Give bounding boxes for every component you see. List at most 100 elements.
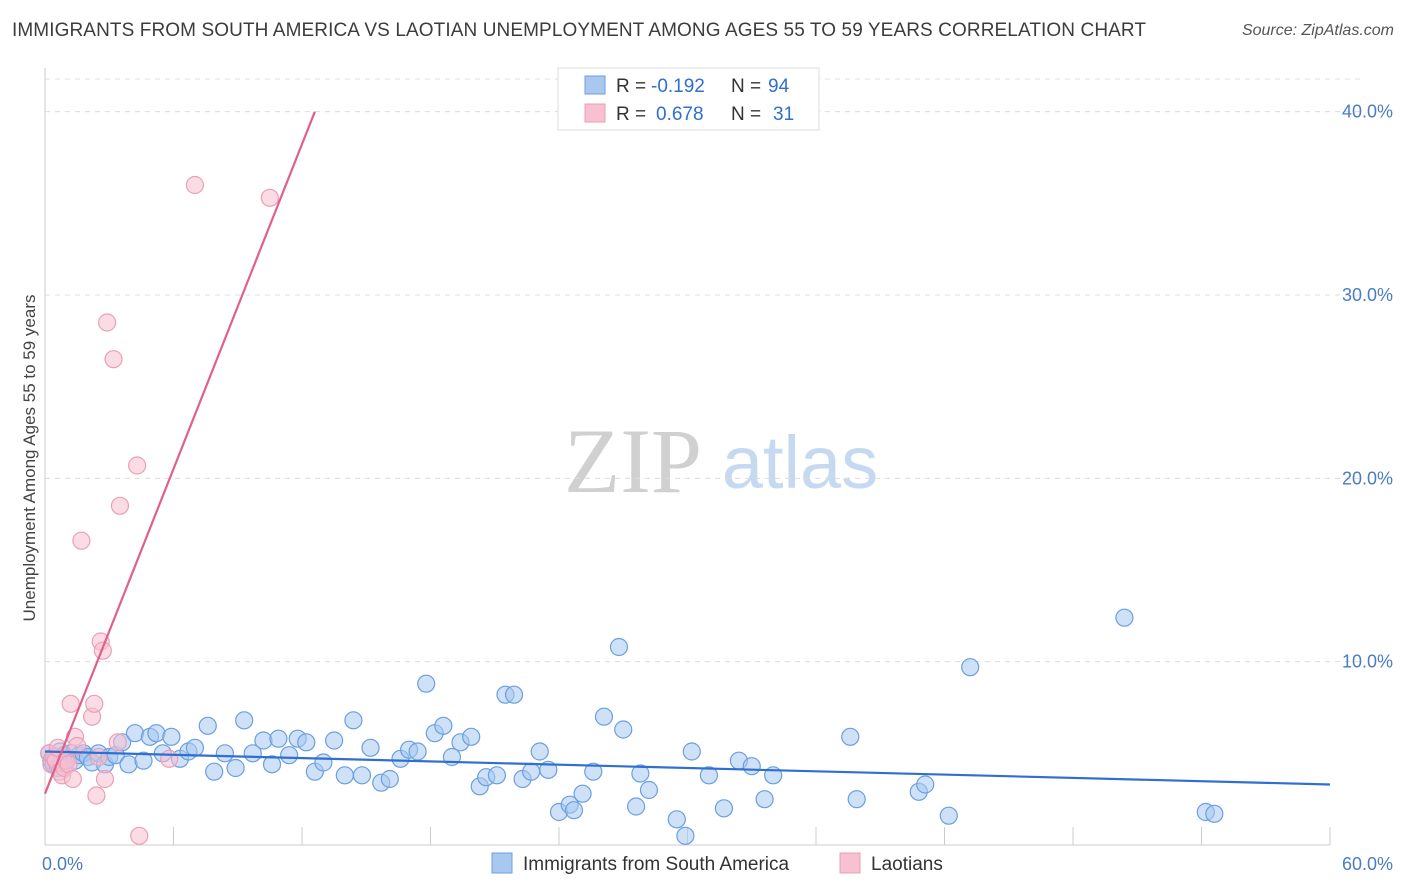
y-axis-title: Unemployment Among Ages 55 to 59 years xyxy=(20,295,39,622)
point-south-america xyxy=(125,724,145,743)
point-south-america xyxy=(530,742,549,761)
point-laotians xyxy=(160,749,179,768)
x-tick-label-min: 0.0% xyxy=(42,854,83,874)
y-tick-label: 20.0% xyxy=(1342,468,1393,488)
point-south-america xyxy=(408,742,427,761)
point-south-america xyxy=(594,707,614,726)
point-south-america xyxy=(631,764,650,783)
point-south-america xyxy=(614,720,633,739)
legend-swatch-laotians xyxy=(584,103,606,123)
trend-lines xyxy=(43,111,1331,795)
point-south-america xyxy=(626,797,646,816)
point-south-america xyxy=(344,711,363,730)
point-south-america xyxy=(847,790,866,809)
point-south-america xyxy=(714,799,734,818)
point-south-america xyxy=(280,746,299,765)
legend-r-label-2: R = xyxy=(616,104,646,125)
watermark-atlas: atlas xyxy=(722,421,878,504)
legend-n-label-1: N = xyxy=(731,76,761,97)
point-south-america xyxy=(269,729,288,748)
point-south-america xyxy=(162,727,181,746)
y-tick-label: 10.0% xyxy=(1342,652,1393,672)
legend-n-label-2: N = xyxy=(731,104,761,125)
point-south-america xyxy=(564,801,584,820)
point-south-america xyxy=(462,727,481,746)
point-laotians xyxy=(108,733,127,752)
point-south-america xyxy=(699,766,719,785)
point-south-america xyxy=(841,727,860,746)
point-south-america xyxy=(434,716,453,735)
point-south-america xyxy=(134,751,153,770)
bottom-legend-swatch-laotians xyxy=(839,852,861,874)
point-south-america xyxy=(335,766,354,785)
point-south-america xyxy=(254,731,273,750)
point-laotians xyxy=(104,350,123,369)
point-south-america xyxy=(215,744,234,763)
legend-r-value-1: -0.192 xyxy=(651,76,705,97)
point-south-america xyxy=(504,685,524,704)
point-south-america xyxy=(361,738,380,757)
point-laotians xyxy=(85,694,104,713)
point-south-america xyxy=(667,810,686,829)
point-south-america xyxy=(417,674,436,693)
point-south-america xyxy=(522,762,541,781)
x-tick-label-max: 60.0% xyxy=(1342,854,1393,874)
legend-r-value-2: 0.678 xyxy=(656,104,704,125)
point-south-america xyxy=(205,762,224,781)
point-laotians xyxy=(127,456,147,475)
chart-title: IMMIGRANTS FROM SOUTH AMERICA VS LAOTIAN… xyxy=(12,20,1147,41)
point-laotians xyxy=(89,747,108,767)
point-laotians xyxy=(98,313,117,332)
trend-line-south-america xyxy=(44,750,1331,786)
bottom-legend-label-south-america: Immigrants from South America xyxy=(523,854,790,875)
legend-n-value-2: 31 xyxy=(773,104,794,125)
trend-line-laotians xyxy=(43,111,316,795)
grid xyxy=(45,78,1365,663)
point-laotians xyxy=(130,826,149,845)
point-south-america xyxy=(119,755,138,774)
point-laotians xyxy=(61,694,80,713)
point-south-america xyxy=(314,753,333,772)
point-south-america xyxy=(1115,608,1134,627)
point-south-america xyxy=(584,762,603,781)
point-south-america xyxy=(325,731,344,750)
legend-swatch-south-america xyxy=(584,75,606,95)
point-south-america xyxy=(235,711,254,730)
watermark-zip: ZIP xyxy=(564,410,702,512)
bottom-legend-label-laotians: Laotians xyxy=(871,854,943,875)
point-laotians xyxy=(110,496,130,515)
bottom-legend-swatch-south-america xyxy=(491,852,513,874)
point-south-america xyxy=(262,755,282,774)
point-laotians xyxy=(72,531,91,550)
point-south-america xyxy=(742,757,761,776)
point-south-america xyxy=(676,826,695,845)
point-south-america xyxy=(682,742,701,761)
point-south-america xyxy=(185,738,205,757)
point-laotians xyxy=(93,641,112,660)
point-south-america xyxy=(916,775,935,794)
legend-n-value-1: 94 xyxy=(768,76,790,97)
point-laotians xyxy=(185,175,205,195)
point-south-america xyxy=(487,766,506,785)
point-laotians xyxy=(260,188,279,207)
point-south-america xyxy=(297,733,316,752)
point-south-america xyxy=(755,790,774,809)
legend-r-label-1: R = xyxy=(616,76,646,97)
stats-legend: R = -0.192 N = 94 R = 0.678 N = 31 xyxy=(557,67,820,131)
point-south-america xyxy=(609,637,629,657)
point-south-america xyxy=(226,758,245,778)
source-label: Source: ZipAtlas.com xyxy=(1241,22,1394,39)
point-south-america xyxy=(639,780,659,800)
y-tick-label: 30.0% xyxy=(1342,285,1393,305)
series-legend: Immigrants from South America Laotians xyxy=(491,852,943,875)
point-laotians xyxy=(87,786,106,805)
point-south-america xyxy=(380,769,399,789)
point-south-america xyxy=(939,806,958,825)
point-south-america xyxy=(198,716,217,735)
point-south-america xyxy=(147,724,166,743)
point-south-america xyxy=(961,658,980,677)
point-laotians xyxy=(95,769,115,789)
point-south-america xyxy=(573,784,592,803)
point-laotians xyxy=(68,736,87,756)
